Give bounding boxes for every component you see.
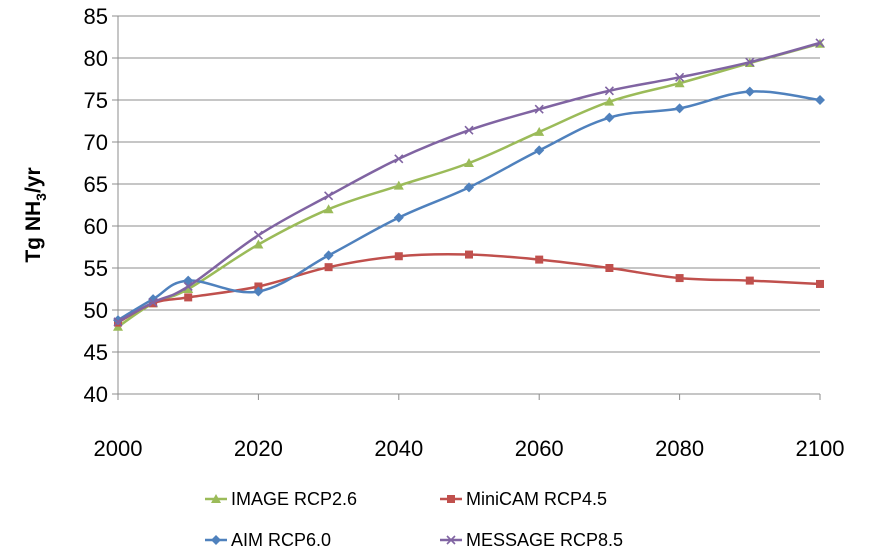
y-tick-label-9: 85 xyxy=(84,4,108,29)
y-tick-label-3: 55 xyxy=(84,256,108,281)
data-point-3-4 xyxy=(324,191,334,201)
data-point-3-9 xyxy=(675,72,685,82)
x-tick-label-5: 2100 xyxy=(796,436,845,461)
y-tick-label-5: 65 xyxy=(84,172,108,197)
data-point-0-6 xyxy=(464,158,474,167)
x-tick-label-2: 2040 xyxy=(374,436,423,461)
data-point-3-10 xyxy=(745,57,755,67)
y-axis-label-subscript: 3 xyxy=(33,193,49,201)
legend: IMAGE RCP2.6 MiniCAM RCP4.5 AIM RCP6.0 MESS… xyxy=(205,489,623,550)
legend-item-1: MiniCAM RCP4.5 xyxy=(440,489,607,509)
legend-item-0: IMAGE RCP2.6 xyxy=(205,489,357,509)
series-2 xyxy=(113,86,825,326)
y-tick-label-4: 60 xyxy=(84,214,108,239)
x-tick-label-4: 2080 xyxy=(655,436,704,461)
x-tick-label-3: 2060 xyxy=(515,436,564,461)
data-point-0-7 xyxy=(534,126,545,136)
data-point-2-11 xyxy=(815,95,825,105)
data-point-1-8 xyxy=(605,264,614,272)
data-point-2-8 xyxy=(604,112,615,123)
data-point-1-5 xyxy=(394,252,403,261)
data-point-1-10 xyxy=(745,276,754,285)
series-3 xyxy=(113,38,825,327)
data-point-1-4 xyxy=(324,263,333,272)
y-axis-label-main: Tg NH xyxy=(22,201,45,263)
x-tick-labels: 2000 2020 2040 2060 2080 2100 xyxy=(94,436,845,461)
data-point-2-6 xyxy=(464,182,474,193)
y-tick-label-0: 40 xyxy=(84,382,108,407)
y-axis-label: Tg NH3/yr xyxy=(22,167,49,262)
legend-label-3: MESSAGE RCP8.5 xyxy=(466,530,623,550)
data-point-1-2 xyxy=(184,293,193,302)
data-point-0-8 xyxy=(604,96,615,106)
data-point-3-1 xyxy=(148,297,158,308)
data-point-3-7 xyxy=(534,104,544,114)
data-point-1-3 xyxy=(254,282,263,291)
data-point-2-4 xyxy=(323,250,334,261)
series-group xyxy=(113,38,825,331)
y-axis-label-suffix: /yr xyxy=(22,167,45,193)
data-point-2-5 xyxy=(393,212,404,223)
data-point-2-9 xyxy=(674,103,685,114)
data-point-2-7 xyxy=(534,145,545,156)
legend-item-2: AIM RCP6.0 xyxy=(205,530,331,550)
legend-marker-3 xyxy=(446,535,456,545)
y-tick-label-6: 70 xyxy=(84,130,108,155)
data-point-3-8 xyxy=(604,86,614,96)
y-tick-label-2: 50 xyxy=(84,298,108,323)
data-point-3-2 xyxy=(183,281,193,292)
legend-label-1: MiniCAM RCP4.5 xyxy=(466,489,607,509)
legend-marker-1 xyxy=(447,495,455,503)
data-point-1-9 xyxy=(675,274,684,283)
data-point-3-6 xyxy=(464,125,474,135)
data-point-2-3 xyxy=(253,286,264,297)
data-point-0-2 xyxy=(183,284,194,293)
legend-item-3: MESSAGE RCP8.5 xyxy=(440,530,623,550)
legend-marker-2 xyxy=(211,535,221,545)
legend-label-0: IMAGE RCP2.6 xyxy=(231,489,357,509)
data-point-3-0 xyxy=(113,317,123,327)
y-tick-labels: 40 45 50 55 60 65 70 75 80 85 xyxy=(84,4,108,407)
data-point-0-4 xyxy=(323,204,334,214)
data-point-1-7 xyxy=(535,255,544,264)
legend-marker-0 xyxy=(211,494,221,503)
data-point-0-3 xyxy=(253,239,264,249)
axes xyxy=(112,15,821,400)
data-point-2-0 xyxy=(113,315,123,326)
series-line-2 xyxy=(117,90,821,322)
data-point-2-10 xyxy=(744,86,755,97)
data-point-1-11 xyxy=(816,279,824,288)
data-point-3-11 xyxy=(815,38,825,48)
y-tick-label-1: 45 xyxy=(84,340,108,365)
data-point-0-5 xyxy=(393,180,404,190)
y-tick-label-8: 80 xyxy=(84,46,108,71)
y-tick-label-7: 75 xyxy=(84,88,108,113)
data-point-3-3 xyxy=(253,230,263,240)
x-tick-label-0: 2000 xyxy=(94,436,143,461)
legend-label-2: AIM RCP6.0 xyxy=(231,530,331,550)
data-point-1-6 xyxy=(465,250,473,259)
data-point-0-9 xyxy=(674,78,685,88)
x-tick-label-1: 2020 xyxy=(234,436,283,461)
data-point-3-5 xyxy=(394,154,404,164)
